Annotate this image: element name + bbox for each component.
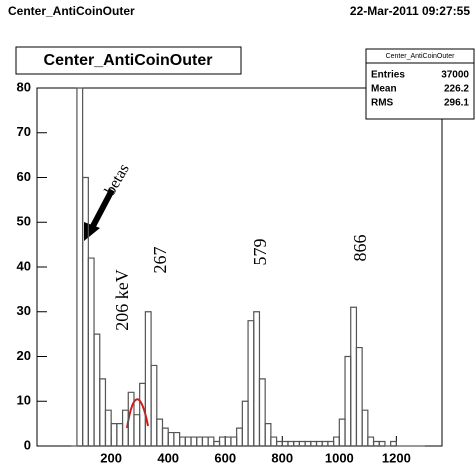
histogram-bin (213, 440, 221, 446)
histogram-bin (367, 436, 375, 446)
histogram-bin (253, 311, 261, 446)
histogram-bin (378, 440, 386, 446)
stats-value: 37000 (441, 70, 469, 81)
histogram-bin (196, 436, 204, 446)
y-tick-label: 40 (17, 258, 31, 273)
histogram-bin (121, 409, 129, 446)
histogram-bin (281, 440, 289, 446)
arrow-shaft (89, 188, 115, 230)
stats-value: 296.1 (444, 98, 469, 109)
x-tick-label: 1200 (382, 450, 411, 465)
histogram-bin (93, 333, 101, 446)
histogram-bin (350, 306, 358, 446)
histogram-bin (173, 431, 181, 446)
histogram-bin (110, 423, 118, 446)
histogram-bin (218, 436, 226, 446)
histogram-bin (241, 400, 249, 446)
histogram-bin (321, 440, 329, 446)
x-tick-label: 800 (271, 450, 293, 465)
histogram-bin (293, 440, 300, 446)
stats-value: 226.2 (444, 84, 469, 95)
histogram-bin (310, 440, 318, 446)
histogram-bin (247, 320, 255, 446)
histogram-bin (201, 436, 209, 446)
x-tick-label: 600 (214, 450, 236, 465)
header-left: Center_AntiCoinOuter (8, 4, 135, 18)
y-tick-label: 0 (24, 437, 31, 452)
y-tick-label: 10 (17, 393, 31, 408)
stats-box (365, 48, 475, 120)
y-tick-label: 80 (17, 79, 31, 94)
header-right: 22-Mar-2011 09:27:55 (350, 4, 470, 18)
histogram-bin (167, 431, 175, 446)
histogram-bin (287, 440, 295, 446)
histogram-bin (275, 440, 283, 446)
stats-label: Entries (371, 70, 405, 81)
histogram-bin (264, 423, 272, 446)
histogram-bin (270, 436, 278, 446)
annotation: 206 keV (112, 269, 132, 331)
x-tick-label: 1000 (325, 450, 354, 465)
histogram-bin (338, 418, 346, 446)
histogram-bin (372, 440, 380, 446)
annotation: 866 (350, 235, 370, 262)
histogram-bin (161, 427, 169, 446)
histogram-bin (390, 440, 397, 446)
histogram-bin (327, 440, 335, 446)
y-tick-label: 30 (17, 303, 31, 318)
stats-label: RMS (371, 98, 394, 109)
histogram-bin (236, 427, 243, 446)
x-tick-label: 200 (100, 450, 122, 465)
histogram-bin (150, 364, 158, 446)
y-tick-label: 50 (17, 214, 31, 229)
histogram-bin (190, 436, 198, 446)
histogram-bin (87, 257, 95, 446)
annotation: betas (102, 161, 133, 198)
histogram-bin (333, 436, 340, 446)
histogram-bin (224, 436, 232, 446)
histogram-bin (298, 440, 306, 446)
annotation: 267 (150, 247, 170, 274)
histogram-bin (104, 409, 112, 446)
histogram-bin (82, 176, 89, 446)
histogram-bin (344, 355, 352, 446)
histogram-bin (156, 418, 164, 446)
x-tick-label: 400 (157, 450, 179, 465)
histogram-bin (76, 87, 84, 446)
chart-title: Center_AntiCoinOuter (44, 52, 213, 69)
stats-label: Mean (371, 84, 397, 95)
histogram-bin (315, 440, 323, 446)
annotation: 579 (250, 239, 270, 266)
histogram-bin (116, 423, 124, 446)
histogram-bin (230, 436, 238, 446)
histogram-bin (355, 346, 363, 446)
histogram-bin (207, 436, 215, 446)
histogram-bin (99, 378, 107, 446)
histogram-bin (179, 436, 186, 446)
y-tick-label: 70 (17, 124, 31, 139)
title-box (15, 46, 242, 75)
plot-frame (36, 87, 443, 447)
y-tick-label: 20 (17, 348, 31, 363)
histogram-bin (304, 440, 312, 446)
y-tick-label: 60 (17, 169, 31, 184)
histogram-bin (184, 436, 192, 446)
histogram-bin (133, 414, 141, 446)
histogram-bin (258, 378, 266, 446)
histogram-bin (361, 409, 369, 446)
stats-title: Center_AntiCoinOuter (386, 53, 456, 60)
